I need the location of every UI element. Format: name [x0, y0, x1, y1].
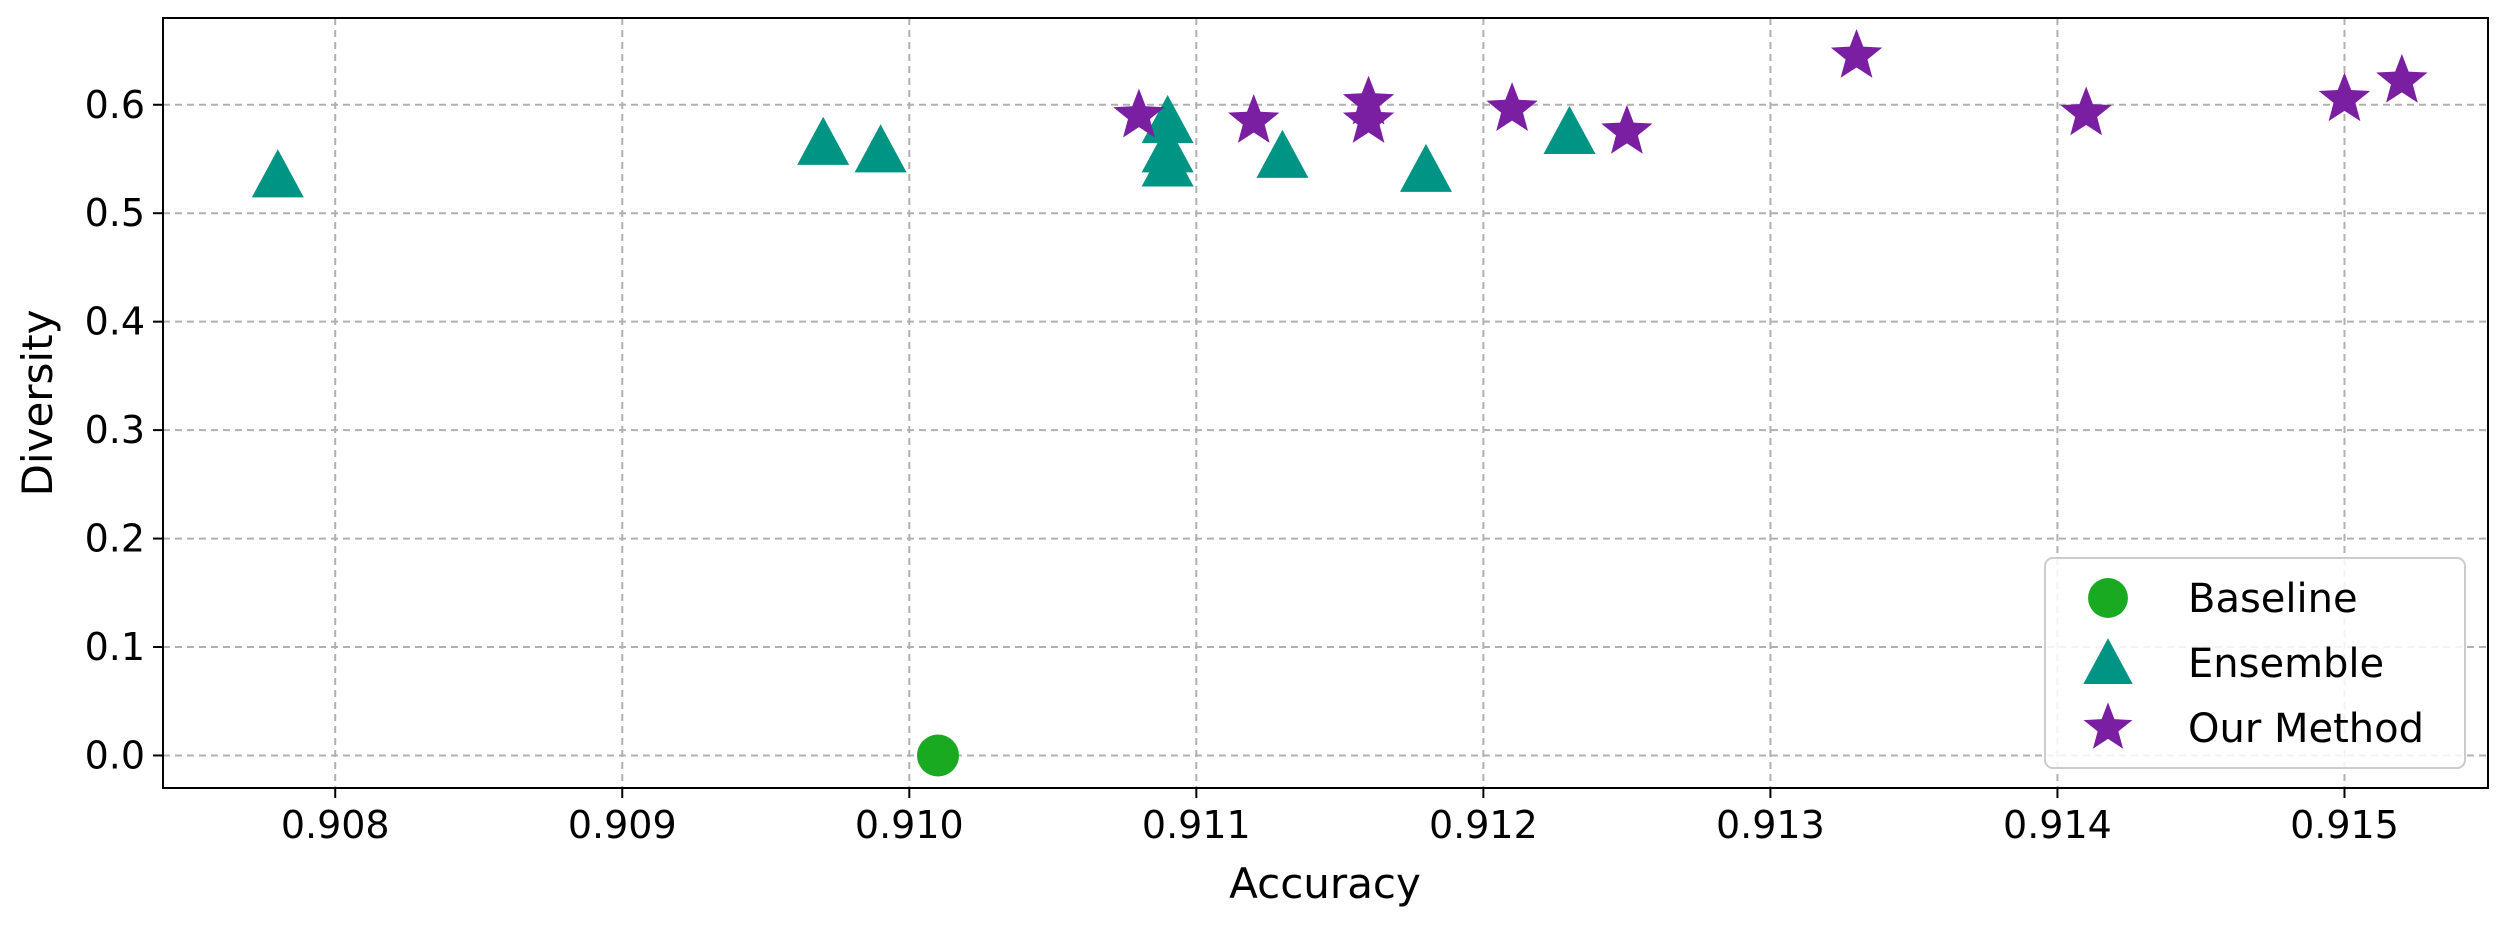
- y-tick-label: 0.2: [85, 517, 145, 561]
- our-method-point: [1228, 94, 1280, 143]
- x-tick-label: 0.911: [1142, 803, 1251, 847]
- legend-our-method-label: Our Method: [2188, 706, 2424, 752]
- y-tick-label: 0.3: [85, 408, 145, 452]
- plot-area-frame: [162, 17, 2489, 789]
- ensemble-point: [251, 149, 304, 198]
- axis-ticks: 0.908 0.909 0.910 0.911 0.912 0.913 0.914 0.915…: [85, 83, 2399, 847]
- legend: Baseline Ensemble Our Method: [2044, 557, 2466, 769]
- our-method-point: [1830, 28, 1883, 78]
- x-tick-label: 0.913: [1716, 803, 1825, 847]
- ensemble-point: [1399, 143, 1452, 192]
- data-points: [251, 28, 2428, 777]
- x-tick-label: 0.914: [2003, 803, 2112, 847]
- ensemble-point: [1141, 95, 1194, 144]
- baseline-point: [917, 734, 959, 777]
- y-tick-label: 0.1: [85, 625, 145, 669]
- x-tick-label: 0.912: [1429, 803, 1538, 847]
- ensemble-point: [1256, 129, 1309, 178]
- ensemble-point: [1141, 138, 1194, 187]
- our-method-point: [1113, 88, 1165, 138]
- y-axis-label: Diversity: [13, 310, 62, 497]
- legend-ensemble-label: Ensemble: [2188, 641, 2384, 687]
- our-method-point: [1342, 94, 1395, 143]
- ensemble-point: [1543, 105, 1596, 154]
- x-tick-label: 0.908: [281, 803, 390, 847]
- y-tick-label: 0.0: [85, 733, 145, 777]
- ensemble-point: [854, 124, 907, 173]
- legend-box: [2044, 557, 2466, 769]
- legend-baseline-marker: [2088, 578, 2128, 618]
- ensemble-point: [797, 116, 850, 165]
- our-method-point: [1601, 104, 1653, 154]
- y-tick-label: 0.6: [85, 83, 145, 127]
- y-tick-label: 0.4: [85, 300, 145, 344]
- y-tick-label: 0.5: [85, 191, 145, 235]
- our-method-point: [2318, 72, 2371, 122]
- legend-ensemble-marker: [2083, 638, 2133, 684]
- our-method-point: [1486, 82, 1538, 131]
- x-tick-label: 0.910: [855, 803, 964, 847]
- x-axis-label: Accuracy: [1229, 859, 1421, 908]
- x-tick-label: 0.909: [568, 803, 677, 847]
- our-method-point: [2060, 86, 2112, 136]
- x-tick-label: 0.915: [2290, 803, 2399, 847]
- our-method-point: [2376, 53, 2428, 103]
- legend-baseline-label: Baseline: [2188, 576, 2358, 622]
- legend-our-method-marker: [2083, 702, 2133, 749]
